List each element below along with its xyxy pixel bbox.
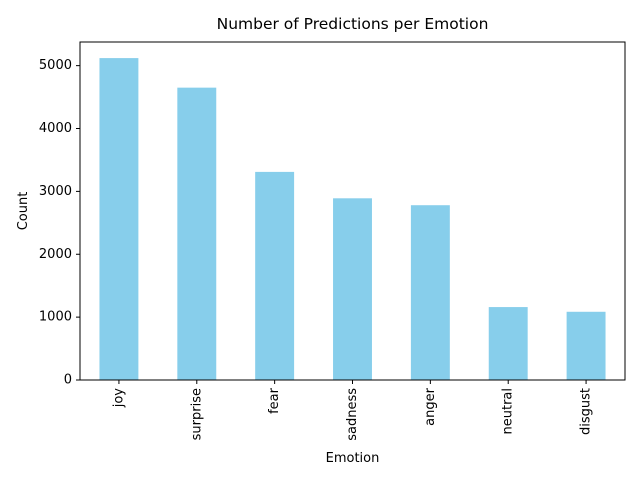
y-tick-label: 0	[64, 373, 72, 388]
bar-fear	[255, 171, 295, 380]
y-tick-label: 2000	[39, 247, 72, 262]
y-tick-label: 1000	[39, 310, 72, 325]
bar-joy	[99, 58, 139, 380]
bars	[99, 58, 606, 381]
chart-title: Number of Predictions per Emotion	[217, 15, 489, 33]
y-tick-label: 3000	[39, 184, 72, 199]
y-axis-label: Count	[16, 192, 31, 231]
bar-surprise	[177, 87, 217, 381]
bar-sadness	[333, 198, 372, 380]
bar-disgust	[566, 311, 606, 380]
y-tick-label: 5000	[39, 58, 72, 73]
x-tick-label: anger	[423, 387, 438, 425]
x-tick-label: sadness	[345, 388, 360, 441]
bar-neutral	[488, 307, 528, 380]
x-axis-ticks: joy surprise fear sadness anger neutral disgus…	[111, 380, 594, 441]
y-tick-label: 4000	[39, 121, 72, 136]
x-axis-label: Emotion	[326, 451, 380, 466]
x-tick-label: joy	[111, 388, 126, 409]
x-tick-label: surprise	[189, 388, 204, 440]
plot-frame	[79, 41, 626, 381]
y-axis-ticks: 0 1000 2000 3000 4000 5000	[39, 58, 80, 388]
x-tick-label: disgust	[579, 388, 594, 435]
bar-anger	[410, 205, 450, 380]
x-tick-label: fear	[267, 387, 282, 414]
x-tick-label: neutral	[501, 388, 516, 435]
